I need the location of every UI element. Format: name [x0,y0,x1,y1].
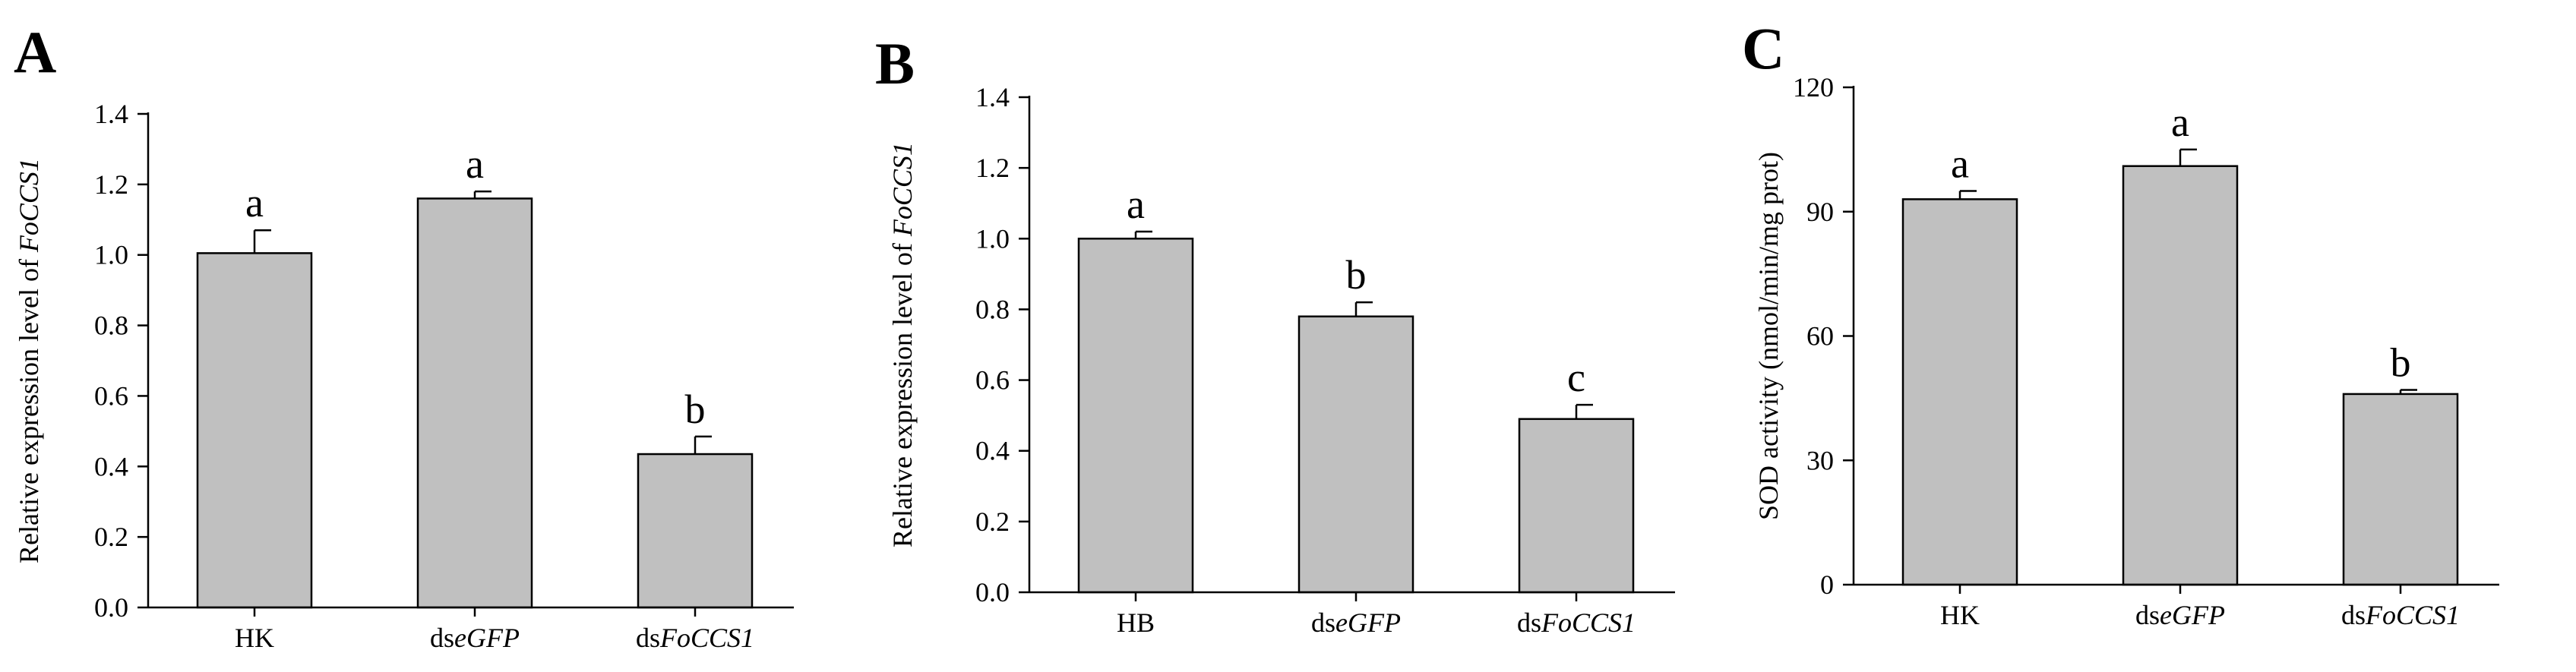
label-text: ds [2341,600,2366,630]
panel-a: A Relative expression level of FoCCS1 a HK a… [14,19,794,653]
y-tick-label: 0.4 [94,451,128,481]
y-tick-label: 1.0 [94,240,128,270]
y-tick-label: 90 [1806,197,1834,227]
label-text: Relative expression level of [887,236,918,547]
x-tick-label: dsFoCCS1 [1517,607,1636,638]
y-tick-label: 0.8 [94,311,128,341]
bar [196,252,313,609]
significance-letter: b [2391,339,2411,385]
panel-b: B Relative expression level of FoCCS1 a HB b… [875,30,1675,638]
label-text: ds [2135,600,2160,630]
bar [2122,165,2239,586]
label-italic-text: FoCCS1 [887,142,918,237]
y-tick-label: 60 [1806,321,1834,352]
error-bar [2179,148,2197,166]
label-italic-text: eGFP [1335,607,1401,638]
label-text: ds [636,623,660,653]
x-tick-label: dseGFP [430,623,520,653]
error-bar [694,435,712,455]
label-italic-text: eGFP [2160,600,2225,630]
label-text: HK [1940,600,1980,630]
y-tick-label: 120 [1793,72,1834,103]
label-italic-text: FoCCS1 [2365,600,2460,630]
significance-letter: a [245,180,264,226]
x-tick-label: dseGFP [2135,600,2225,630]
y-tick-label: 0.2 [94,522,128,552]
y-tick-label: 0.0 [975,577,1010,607]
x-tick-label: dsFoCCS1 [636,623,754,653]
error-bar [1354,301,1373,317]
label-text: SOD activity (nmol/min/mg prot) [1753,152,1784,520]
x-tick-label: dsFoCCS1 [2341,600,2460,630]
significance-letter: a [1951,140,1969,186]
y-tick-label: 0.6 [94,380,128,411]
label-text: ds [1517,607,1541,638]
error-bar [1958,190,1977,200]
error-bar [473,190,491,199]
y-tick-label: 0.8 [975,294,1010,324]
bar [416,197,533,609]
label-text: HK [235,623,274,653]
y-axis-label: Relative expression level of FoCCS1 [14,158,44,563]
y-tick-label: 0.2 [975,506,1010,537]
x-tick-label: HB [1117,607,1155,638]
y-tick-label: 0.0 [94,592,128,623]
error-bar [2399,389,2417,394]
significance-letter: a [1127,181,1145,227]
significance-letter: b [1346,252,1367,298]
label-italic-text: eGFP [454,623,520,653]
x-tick-label: dseGFP [1311,607,1401,638]
bar [637,453,754,609]
y-axis-label: SOD activity (nmol/min/mg prot) [1753,152,1784,520]
bar [1518,418,1635,594]
error-bar [1134,230,1152,239]
label-text: ds [430,623,454,653]
label-italic-text: FoCCS1 [659,623,754,653]
bar [2342,393,2459,586]
y-tick-label: 1.2 [94,169,128,200]
bar [1077,238,1194,594]
y-tick-label: 1.2 [975,153,1010,183]
label-text: ds [1311,607,1335,638]
significance-letter: a [2171,99,2189,145]
significance-letter: c [1567,355,1585,400]
error-bar [253,229,271,254]
x-tick-label: HK [235,623,274,653]
panel-letter: A [14,19,56,85]
label-text: HB [1117,607,1155,638]
y-tick-label: 1.0 [975,223,1010,254]
bar [1901,198,2018,586]
label-text: Relative expression level of [14,252,44,563]
y-tick-label: 0 [1820,569,1834,600]
y-tick-label: 0.6 [975,365,1010,396]
panel-letter: C [1742,15,1784,81]
panel-letter: B [875,30,915,96]
error-bar [1575,403,1593,419]
x-tick-label: HK [1940,600,1980,630]
y-axis-label: Relative expression level of FoCCS1 [887,142,918,547]
label-italic-text: FoCCS1 [14,158,44,253]
y-tick-label: 0.4 [975,436,1010,466]
significance-letter: a [466,141,484,187]
bar [1297,315,1414,594]
significance-letter: b [685,386,706,432]
y-tick-label: 1.4 [94,99,128,129]
label-italic-text: FoCCS1 [1541,607,1636,638]
y-tick-label: 30 [1806,445,1834,475]
y-tick-label: 1.4 [975,82,1010,112]
